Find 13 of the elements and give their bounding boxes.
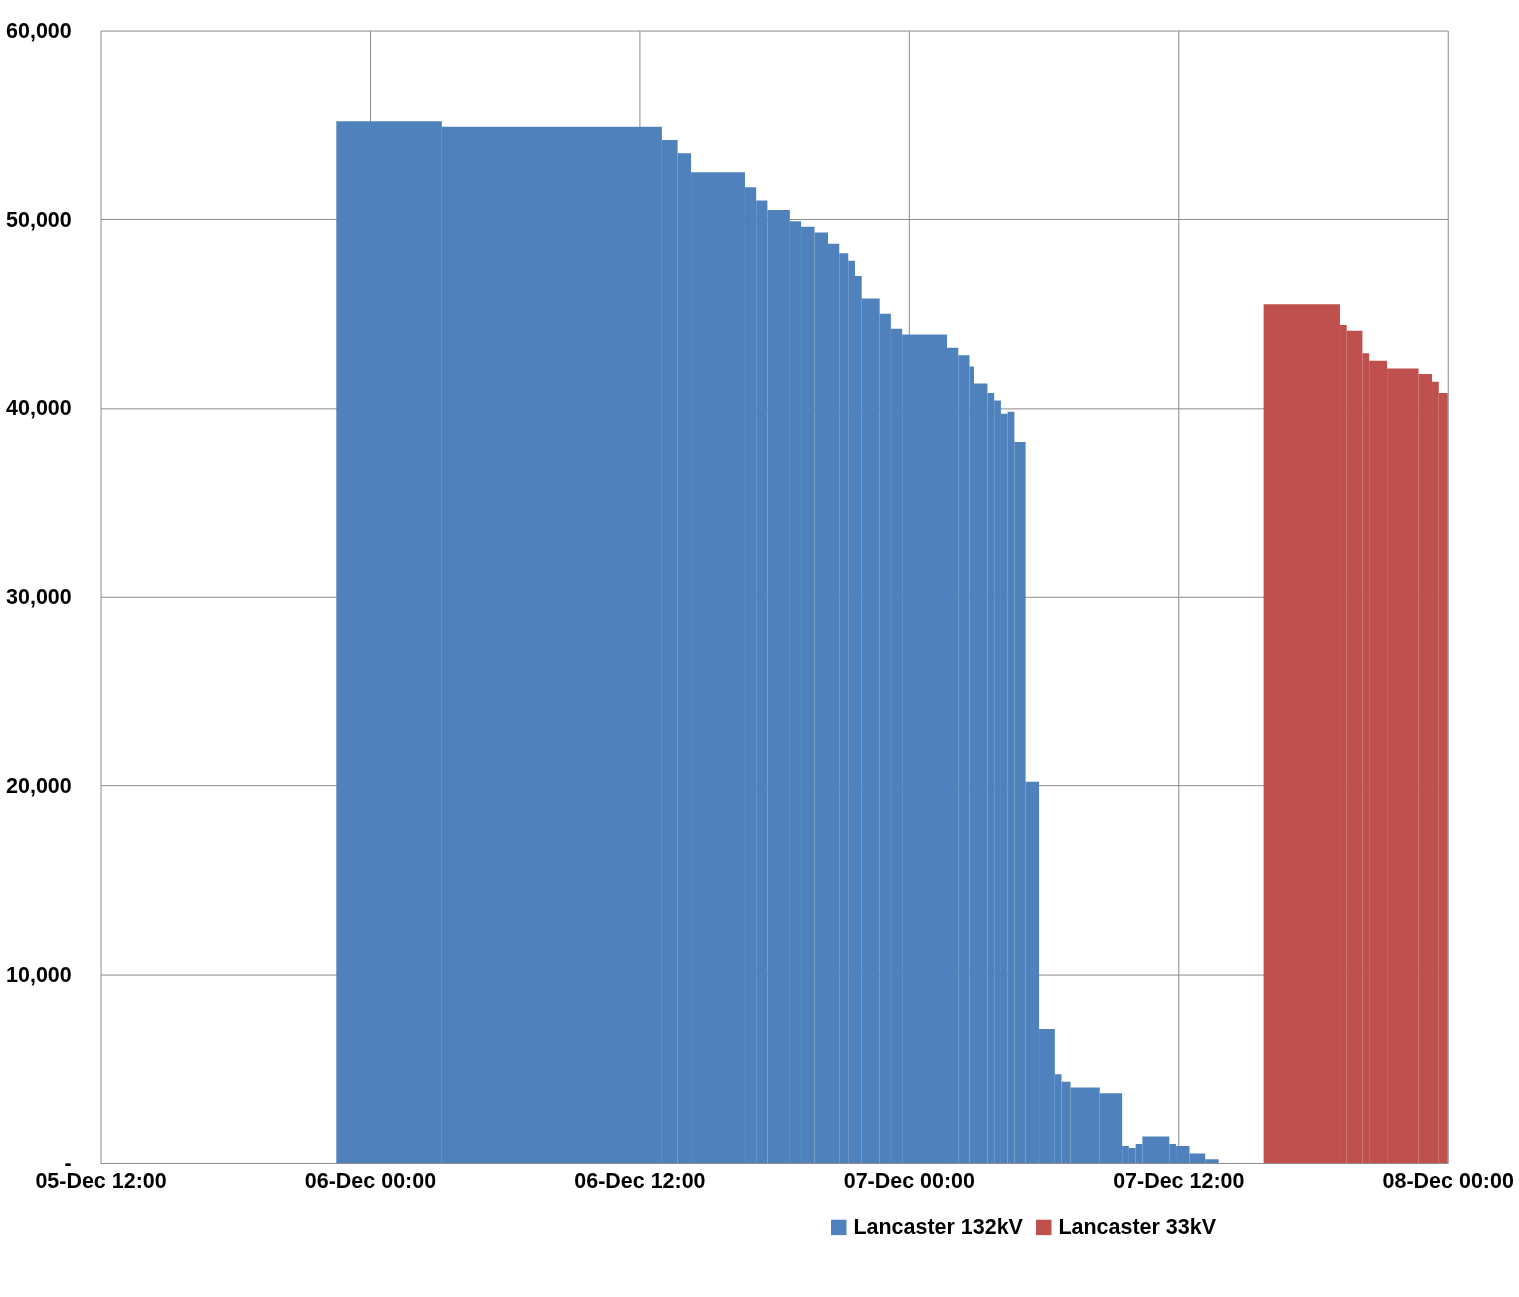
y-tick-label: 40,000 [6, 396, 72, 421]
x-tick-label: 08-Dec 00:00 [1382, 1168, 1514, 1193]
x-tick-label: 07-Dec 12:00 [1113, 1168, 1245, 1193]
y-tick-label: 30,000 [6, 585, 72, 610]
y-tick-label: 60,000 [6, 18, 72, 43]
x-tick-label: 06-Dec 12:00 [574, 1168, 706, 1193]
legend-label: Lancaster 132kV [853, 1215, 1024, 1240]
x-tick-label: 07-Dec 00:00 [843, 1168, 976, 1193]
legend-label: Lancaster 33kV [1058, 1215, 1217, 1240]
y-tick-label: 50,000 [6, 207, 72, 232]
y-tick-label: 10,000 [6, 962, 72, 987]
x-tick-label: 06-Dec 00:00 [304, 1168, 437, 1193]
y-tick-label: 20,000 [6, 773, 72, 798]
